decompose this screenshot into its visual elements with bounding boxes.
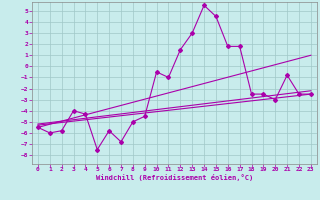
X-axis label: Windchill (Refroidissement éolien,°C): Windchill (Refroidissement éolien,°C) [96, 174, 253, 181]
